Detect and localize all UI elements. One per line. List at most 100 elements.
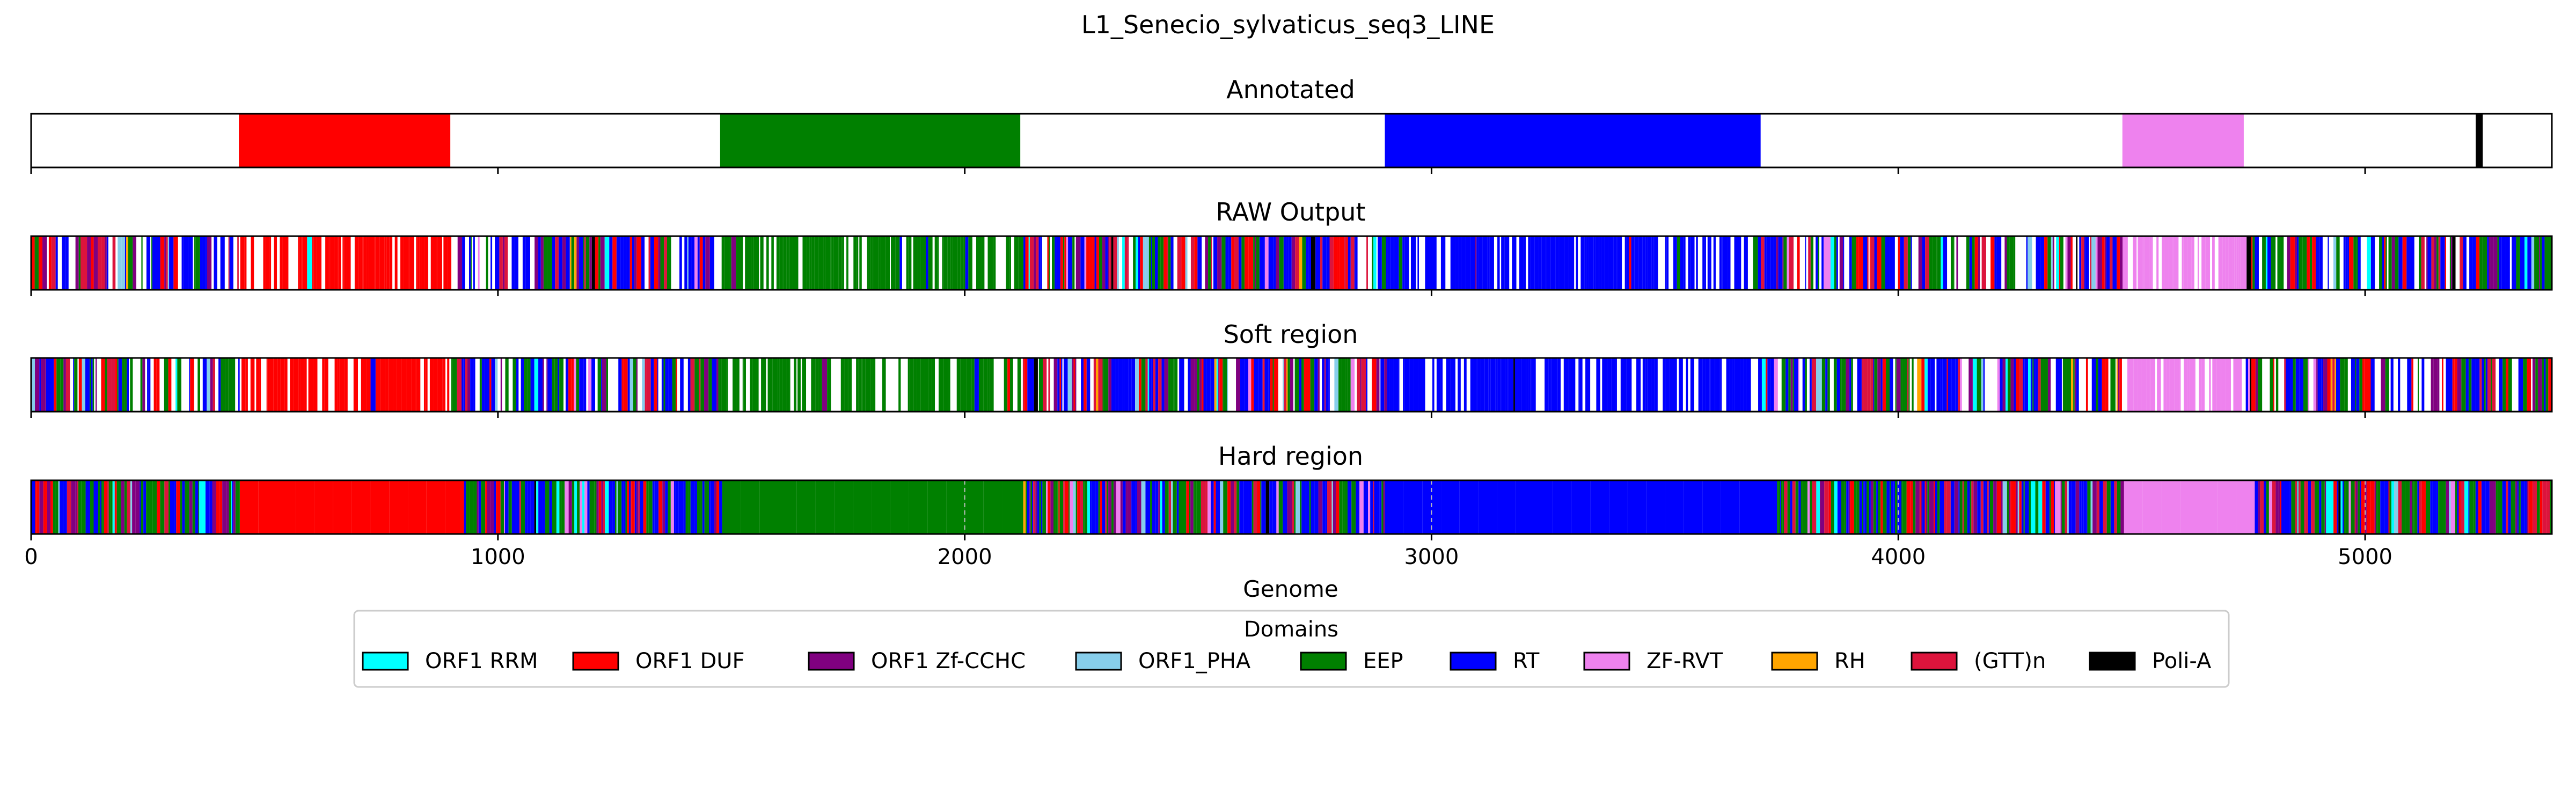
legend-entry: RT	[1450, 649, 1540, 674]
segment	[1338, 358, 1342, 412]
segment	[226, 480, 229, 534]
segment	[1787, 480, 1790, 534]
segment	[2238, 236, 2241, 290]
segment	[2468, 480, 2470, 534]
segment	[1953, 236, 1955, 290]
segment	[504, 480, 509, 534]
segment	[516, 480, 519, 534]
segment	[189, 480, 193, 534]
segment	[1102, 236, 1106, 290]
segment	[1095, 480, 1099, 534]
segment	[2099, 480, 2103, 534]
segment	[1578, 358, 1580, 412]
segment	[2351, 358, 2355, 412]
segment	[2184, 358, 2187, 412]
segment	[847, 236, 848, 290]
segment	[343, 236, 345, 290]
legend-entry: RH	[1771, 649, 1865, 674]
segment	[2114, 480, 2117, 534]
segment	[2438, 236, 2441, 290]
segment	[1589, 236, 1590, 290]
segment	[823, 236, 825, 290]
segment	[2105, 358, 2109, 412]
segment	[913, 236, 918, 290]
segment	[1672, 358, 1677, 412]
segment	[207, 358, 210, 412]
segment	[1778, 480, 1781, 534]
segment	[612, 480, 615, 534]
segment	[784, 236, 787, 290]
segment	[572, 480, 575, 534]
segment	[277, 358, 281, 412]
segment	[731, 236, 736, 290]
segment	[1014, 236, 1019, 290]
segment	[2502, 358, 2506, 412]
segment	[2438, 480, 2440, 534]
segment	[1869, 480, 1871, 534]
segment	[1670, 358, 1672, 412]
segment	[1304, 358, 1306, 412]
segment	[238, 358, 240, 412]
segment	[1761, 358, 1766, 412]
segment	[1340, 236, 1344, 290]
segment	[1740, 358, 1744, 412]
segment	[1651, 236, 1653, 290]
segment	[2524, 480, 2527, 534]
segment	[1834, 236, 1836, 290]
segment	[1091, 480, 1096, 534]
segment	[606, 358, 609, 412]
segment	[1043, 358, 1047, 412]
segment	[1478, 236, 1483, 290]
segment	[1260, 480, 1262, 534]
segment	[2455, 480, 2457, 534]
segment	[867, 236, 868, 290]
segment	[1920, 480, 1922, 534]
segment	[1213, 236, 1218, 290]
segment	[658, 236, 661, 290]
segment	[873, 358, 876, 412]
segment	[2233, 358, 2238, 412]
segment	[2316, 358, 2318, 412]
segment	[2117, 236, 2120, 290]
segment	[2187, 236, 2192, 290]
segment	[721, 236, 724, 290]
segment	[631, 480, 635, 534]
segment	[1347, 358, 1351, 412]
segment	[834, 480, 853, 534]
segment	[964, 480, 984, 534]
segment	[1006, 236, 1010, 290]
segment	[2083, 480, 2087, 534]
segment	[1100, 480, 1102, 534]
segment	[2265, 236, 2268, 290]
segment	[380, 358, 385, 412]
segment	[705, 236, 710, 290]
segment	[2438, 358, 2440, 412]
segment	[867, 358, 870, 412]
segment	[324, 358, 328, 412]
segment	[142, 358, 145, 412]
segment	[198, 480, 200, 534]
segment	[2390, 358, 2394, 412]
segment	[1563, 358, 1569, 412]
segment	[2199, 480, 2218, 534]
segment	[469, 236, 471, 290]
segment	[1783, 236, 1787, 290]
segment	[759, 480, 778, 534]
segment	[549, 480, 552, 534]
segment	[1135, 358, 1139, 412]
segment	[1064, 480, 1069, 534]
segment	[2347, 236, 2350, 290]
segment	[1980, 480, 1984, 534]
segment	[1568, 358, 1570, 412]
segment	[690, 480, 694, 534]
segment	[2293, 358, 2296, 412]
segment	[1521, 358, 1526, 412]
segment	[1131, 358, 1136, 412]
segment	[1153, 358, 1155, 412]
segment	[1120, 480, 1123, 534]
segment	[1326, 480, 1328, 534]
segment	[1475, 236, 1477, 290]
segment	[1379, 480, 1382, 534]
segment	[2123, 236, 2125, 290]
segment	[1205, 236, 1209, 290]
